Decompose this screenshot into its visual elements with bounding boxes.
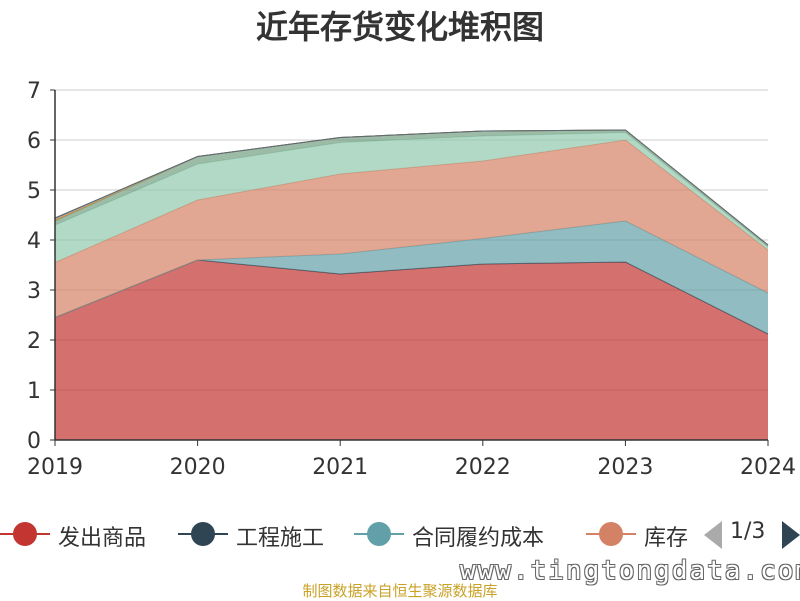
x-tick-label: 2022 bbox=[455, 455, 511, 480]
legend-dot-icon bbox=[13, 522, 37, 546]
area-series-2 bbox=[55, 221, 768, 334]
legend: 发出商品 工程施工 合同履约成本 库存 bbox=[0, 514, 800, 554]
y-tick-label: 5 bbox=[27, 179, 41, 204]
legend-label: 库存 bbox=[644, 526, 689, 551]
area-series-3 bbox=[55, 140, 768, 318]
legend-label: 工程施工 bbox=[236, 526, 325, 551]
legend-page-indicator: 1/3 bbox=[730, 519, 766, 544]
x-tick-label: 2020 bbox=[170, 455, 226, 480]
y-tick-label: 2 bbox=[27, 329, 41, 354]
x-tick-label: 2019 bbox=[27, 455, 83, 480]
area-series-0 bbox=[55, 260, 768, 440]
legend-next-page-icon[interactable] bbox=[782, 521, 800, 549]
legend-dot-icon bbox=[191, 522, 215, 546]
y-tick-label: 4 bbox=[27, 229, 41, 254]
source-note: 制图数据来自恒生聚源数据库 bbox=[302, 582, 498, 600]
legend-dot-icon bbox=[367, 522, 391, 546]
legend-prev-page-icon[interactable] bbox=[704, 521, 722, 549]
x-tick-label: 2024 bbox=[740, 455, 796, 480]
chart-title: 近年存货变化堆积图 bbox=[255, 8, 544, 46]
x-tick-label: 2023 bbox=[597, 455, 653, 480]
y-tick-label: 1 bbox=[27, 379, 41, 404]
legend-label: 合同履约成本 bbox=[412, 526, 545, 551]
series-line-9 bbox=[54, 129, 769, 246]
y-tick-label: 0 bbox=[27, 429, 41, 454]
y-tick-label: 7 bbox=[27, 79, 41, 104]
y-tick-label: 6 bbox=[27, 129, 41, 154]
watermark: www.tingtongdata.com bbox=[460, 556, 800, 586]
legend-label: 发出商品 bbox=[58, 526, 147, 551]
stacked-area-chart: 0 1 2 3 4 5 6 7 2019 2020 2021 2022 2023 2024 bbox=[27, 79, 796, 480]
area-series-4 bbox=[55, 132, 768, 263]
y-tick-label: 3 bbox=[27, 279, 41, 304]
x-tick-label: 2021 bbox=[312, 455, 368, 480]
legend-dot-icon bbox=[599, 522, 623, 546]
